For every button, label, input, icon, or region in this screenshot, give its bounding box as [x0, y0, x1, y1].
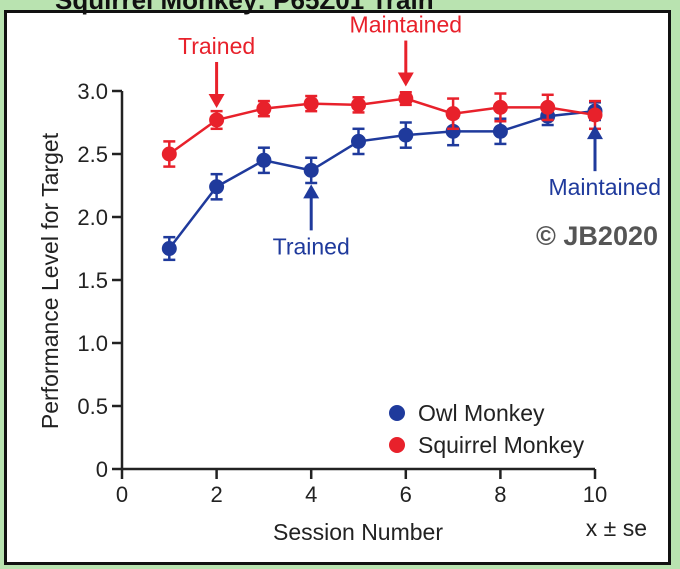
squirrel-monkey-point: [209, 112, 225, 128]
trained-annotation: Trained: [178, 33, 255, 59]
maintained-arrow-head: [397, 72, 414, 87]
owl-monkey-line: [168, 109, 596, 250]
x-tick-label: 0: [116, 482, 128, 507]
maintained-annotation: Maintained: [548, 174, 661, 200]
maintained-annotation: Maintained: [350, 12, 463, 38]
y-tick-label: 2.5: [77, 142, 108, 167]
owl-monkey-point: [161, 241, 177, 256]
legend-label-owl-monkey: Owl Monkey: [418, 400, 545, 426]
squirrel-monkey-point: [256, 101, 272, 117]
squirrel-monkey-point: [351, 97, 366, 113]
y-axis-title: Performance Level for Target: [37, 132, 63, 429]
owl-monkey-point: [398, 127, 414, 143]
owl-monkey-point: [351, 133, 366, 149]
trained-annotation: Trained: [273, 233, 350, 259]
squirrel-monkey-point: [303, 96, 319, 112]
x-axis-title: Session Number: [273, 519, 443, 545]
owl-monkey-point: [256, 152, 272, 168]
legend-marker-squirrel-monkey: [389, 437, 405, 453]
x-tick-label: 2: [210, 482, 222, 507]
x-tick-label: 4: [305, 482, 317, 507]
copyright-text: © JB2020: [536, 221, 658, 251]
owl-monkey-point: [209, 179, 225, 195]
y-tick-label: 0: [96, 457, 108, 482]
squirrel-monkey-point: [492, 99, 508, 115]
chart-frame: Squirrel Monkey: P65Z01 Train: [4, 0, 671, 565]
y-tick-label: 2.0: [77, 205, 108, 230]
maintained-arrow-head: [587, 125, 603, 140]
squirrel-monkey-point: [540, 99, 556, 115]
trained-arrow-head: [208, 93, 225, 108]
x-tick-label: 8: [494, 482, 506, 507]
squirrel-monkey-point: [587, 107, 603, 123]
x-tick-label: 6: [400, 482, 412, 507]
y-tick-label: 3.0: [77, 79, 108, 104]
squirrel-monkey-point: [398, 91, 414, 107]
squirrel-monkey-line: [168, 97, 596, 156]
y-tick-label: 0.5: [77, 394, 108, 419]
y-tick-label: 1.5: [77, 268, 108, 293]
squirrel-monkey-point: [445, 106, 461, 122]
trained-arrow-head: [303, 184, 320, 199]
owl-monkey-point: [492, 123, 508, 139]
legend-label-squirrel-monkey: Squirrel Monkey: [418, 432, 585, 458]
x-tick-label: 10: [583, 482, 607, 507]
legend-marker-owl-monkey: [389, 405, 405, 421]
squirrel-monkey-point: [161, 146, 177, 162]
owl-monkey-point: [303, 162, 319, 178]
error-note: x ± se: [586, 515, 647, 541]
y-tick-label: 1.0: [77, 331, 108, 356]
chart-title: Squirrel Monkey: P65Z01 Train: [55, 0, 434, 15]
